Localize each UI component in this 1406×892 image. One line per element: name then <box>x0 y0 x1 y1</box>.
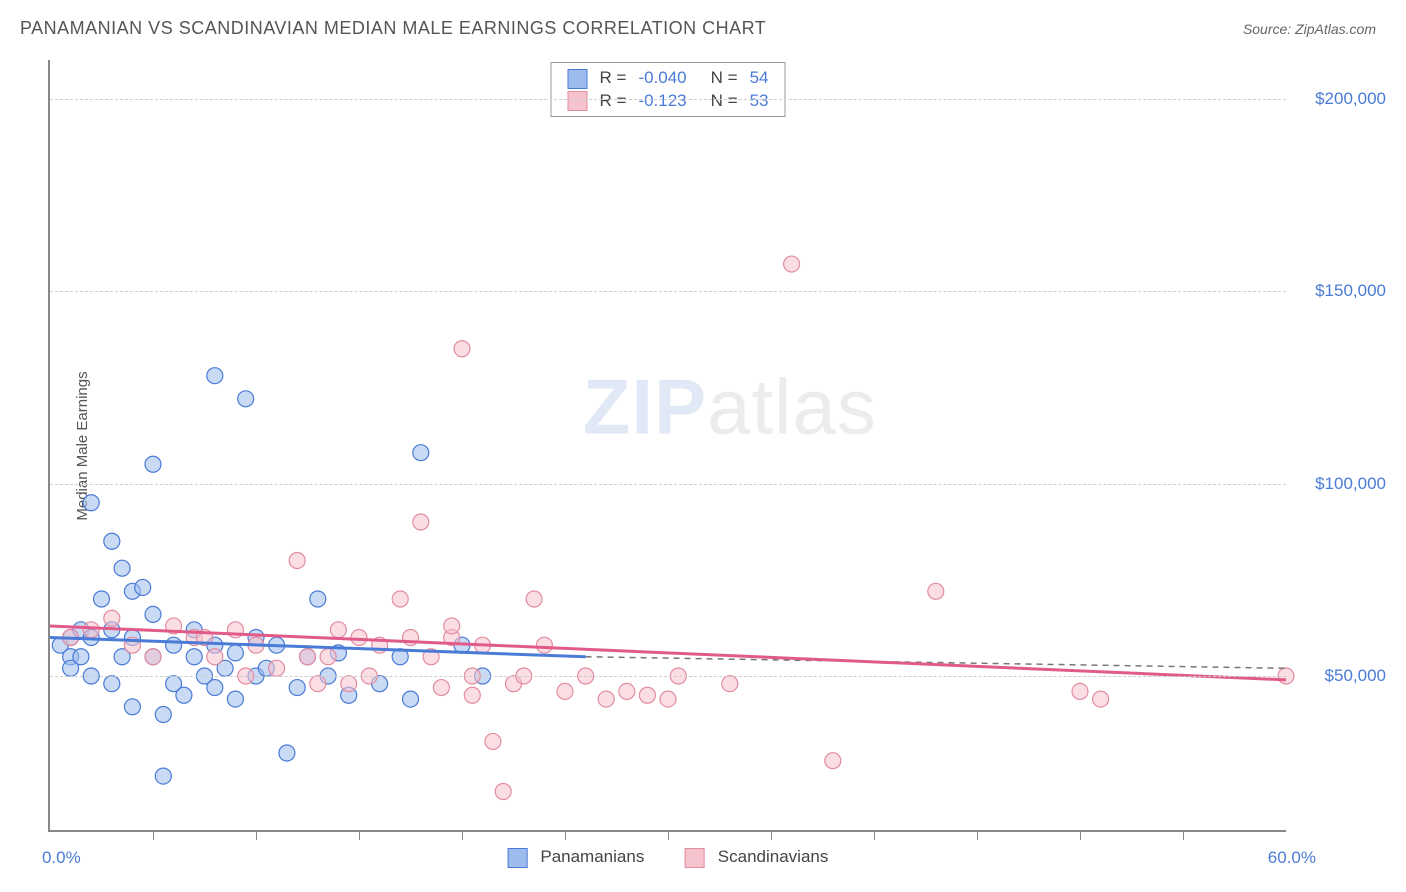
y-tick-label: $200,000 <box>1315 89 1386 109</box>
n-value-1: 54 <box>744 67 775 90</box>
chart-area: ZIPatlas R = -0.040 N = 54 R = -0.123 N … <box>48 60 1286 832</box>
legend-item-2: Scandinavians <box>685 847 828 868</box>
x-max-label: 60.0% <box>1268 848 1316 868</box>
chart-title: PANAMANIAN VS SCANDINAVIAN MEDIAN MALE E… <box>20 18 766 39</box>
swatch-series1b-icon <box>508 848 528 868</box>
legend-item-1: Panamanians <box>508 847 645 868</box>
source-label: Source: ZipAtlas.com <box>1243 21 1376 37</box>
scatter-plot <box>50 60 1286 830</box>
r-value-2: -0.123 <box>632 90 692 113</box>
y-tick-label: $100,000 <box>1315 474 1386 494</box>
r-value-1: -0.040 <box>632 67 692 90</box>
y-tick-label: $50,000 <box>1325 666 1386 686</box>
y-tick-label: $150,000 <box>1315 281 1386 301</box>
chart-header: PANAMANIAN VS SCANDINAVIAN MEDIAN MALE E… <box>0 0 1406 49</box>
swatch-series2b-icon <box>685 848 705 868</box>
legend-row-1: R = -0.040 N = 54 <box>562 67 775 90</box>
legend-stats: R = -0.040 N = 54 R = -0.123 N = 53 <box>551 62 786 117</box>
swatch-series2-icon <box>568 91 588 111</box>
swatch-series1-icon <box>568 69 588 89</box>
legend-series: Panamanians Scandinavians <box>490 847 847 868</box>
n-value-2: 53 <box>744 90 775 113</box>
x-min-label: 0.0% <box>42 848 81 868</box>
legend-row-2: R = -0.123 N = 53 <box>562 90 775 113</box>
